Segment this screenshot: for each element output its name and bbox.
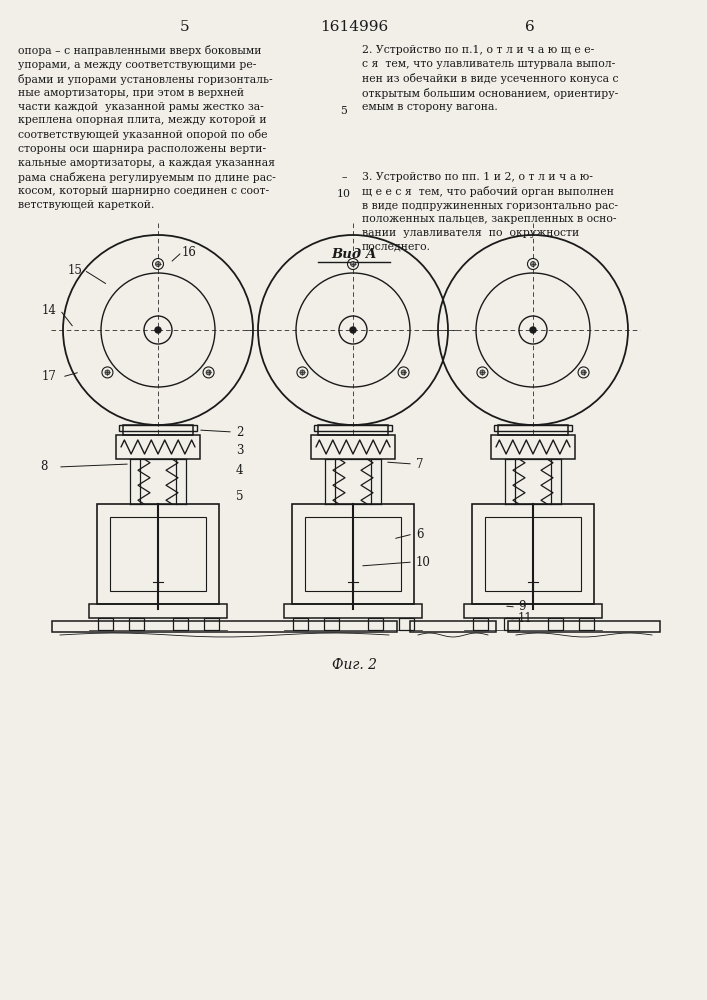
Bar xyxy=(292,504,414,604)
Text: 1614996: 1614996 xyxy=(320,20,388,34)
Bar xyxy=(173,618,187,630)
Bar xyxy=(129,618,144,630)
Bar xyxy=(472,618,488,630)
Circle shape xyxy=(155,327,161,333)
Bar xyxy=(324,618,339,630)
Text: Фиг. 2: Фиг. 2 xyxy=(332,658,377,672)
Bar xyxy=(485,517,581,591)
Circle shape xyxy=(530,327,536,333)
Circle shape xyxy=(351,261,356,266)
Text: 9: 9 xyxy=(518,600,525,613)
Bar xyxy=(311,435,395,459)
Text: Вид А: Вид А xyxy=(332,248,377,261)
Bar xyxy=(547,618,563,630)
Circle shape xyxy=(581,370,586,375)
Bar xyxy=(318,425,388,435)
Bar xyxy=(305,517,401,591)
Circle shape xyxy=(350,327,356,333)
Text: 11: 11 xyxy=(518,612,533,626)
Text: 6: 6 xyxy=(525,20,535,34)
Bar xyxy=(491,435,575,459)
Bar xyxy=(314,425,392,431)
Bar xyxy=(110,517,206,591)
Bar xyxy=(204,618,218,630)
Bar xyxy=(293,618,308,630)
Text: 14: 14 xyxy=(42,304,57,316)
Bar xyxy=(89,604,227,618)
Circle shape xyxy=(480,370,485,375)
Bar xyxy=(116,435,200,459)
Circle shape xyxy=(401,370,406,375)
Text: 15: 15 xyxy=(68,263,83,276)
Bar xyxy=(503,618,518,630)
Text: 3. Устройство по пп. 1 и 2, о т л и ч а ю-
щ е е с я  тем, что рабочий орган вып: 3. Устройство по пп. 1 и 2, о т л и ч а … xyxy=(362,172,618,251)
Circle shape xyxy=(156,261,160,266)
Text: 5: 5 xyxy=(180,20,189,34)
Bar xyxy=(119,425,197,431)
Circle shape xyxy=(530,261,535,266)
Text: 4: 4 xyxy=(236,464,243,478)
Circle shape xyxy=(105,370,110,375)
Text: 2. Устройство по п.1, о т л и ч а ю щ е е-
с я  тем, что улавливатель штурвала в: 2. Устройство по п.1, о т л и ч а ю щ е … xyxy=(362,45,619,112)
Text: 2: 2 xyxy=(236,426,243,438)
Bar xyxy=(284,604,422,618)
Bar xyxy=(508,621,660,632)
Text: 5: 5 xyxy=(341,106,347,116)
Text: 8: 8 xyxy=(40,460,47,474)
Text: 16: 16 xyxy=(182,245,197,258)
Text: опора – с направленными вверх боковыми
упорами, а между соответствующими ре-
бра: опора – с направленными вверх боковыми у… xyxy=(18,45,276,210)
Bar xyxy=(498,425,568,435)
Bar xyxy=(410,621,496,632)
Bar xyxy=(98,618,112,630)
Text: 7: 7 xyxy=(416,458,423,471)
Text: 10: 10 xyxy=(416,556,431,568)
Circle shape xyxy=(206,370,211,375)
Bar xyxy=(368,618,382,630)
Bar xyxy=(578,618,593,630)
Circle shape xyxy=(300,370,305,375)
Text: 10: 10 xyxy=(337,189,351,199)
Bar xyxy=(123,425,193,435)
Bar xyxy=(52,621,397,632)
Bar xyxy=(399,618,414,630)
Text: 17: 17 xyxy=(42,370,57,383)
Bar xyxy=(494,425,572,431)
Text: 3: 3 xyxy=(236,444,243,458)
Text: –: – xyxy=(341,172,346,182)
Text: 5: 5 xyxy=(236,489,243,502)
Bar xyxy=(464,604,602,618)
Text: 6: 6 xyxy=(416,528,423,540)
Bar xyxy=(97,504,219,604)
Bar xyxy=(472,504,594,604)
